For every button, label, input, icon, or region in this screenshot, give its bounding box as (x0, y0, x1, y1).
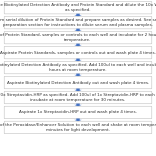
Polygon shape (74, 119, 82, 121)
Polygon shape (74, 14, 82, 17)
Text: Aspirate Protein Standards, samples or controls out and wash plate 4 times.: Aspirate Protein Standards, samples or c… (0, 51, 156, 55)
Text: Add 100ul of Protein Standard, samples or controls to each well and incubate for: Add 100ul of Protein Standard, samples o… (0, 33, 156, 42)
Polygon shape (74, 89, 82, 91)
FancyBboxPatch shape (4, 61, 152, 74)
FancyBboxPatch shape (4, 1, 152, 14)
Text: Reconstitute Biotinylated Detection Antibody and Protein Standard and dilute the: Reconstitute Biotinylated Detection Anti… (0, 3, 156, 12)
Text: Add 100ul of the Peroxidase/Enhancer Solution to each well and shake at room tem: Add 100ul of the Peroxidase/Enhancer Sol… (0, 123, 156, 132)
Text: Dilute 400x Streptavidin-HRP as specified. Add 100ul of 1x Streptavidin-HRP to e: Dilute 400x Streptavidin-HRP as specifie… (0, 93, 156, 102)
FancyBboxPatch shape (4, 91, 152, 104)
FancyBboxPatch shape (4, 76, 152, 89)
FancyBboxPatch shape (4, 106, 152, 119)
Polygon shape (74, 44, 82, 46)
FancyBboxPatch shape (4, 31, 152, 44)
Text: Aspirate 1x Streptavidin-HRP out and wash plate 4 times.: Aspirate 1x Streptavidin-HRP out and was… (19, 110, 137, 115)
Polygon shape (74, 29, 82, 32)
Text: Aspirate Biotinylated Detection Antibody out and wash plate 4 times.: Aspirate Biotinylated Detection Antibody… (7, 80, 149, 85)
FancyBboxPatch shape (4, 46, 152, 59)
FancyBboxPatch shape (4, 16, 152, 29)
Text: Perform serial dilution of Protein Standard and prepare samples as desired. See : Perform serial dilution of Protein Stand… (0, 18, 156, 27)
Polygon shape (74, 74, 82, 76)
Text: Dilute Biotinylated Detection Antibody as specified. Add 100ul to each well and : Dilute Biotinylated Detection Antibody a… (0, 63, 156, 72)
FancyBboxPatch shape (4, 121, 152, 134)
Polygon shape (74, 104, 82, 106)
Polygon shape (74, 59, 82, 61)
